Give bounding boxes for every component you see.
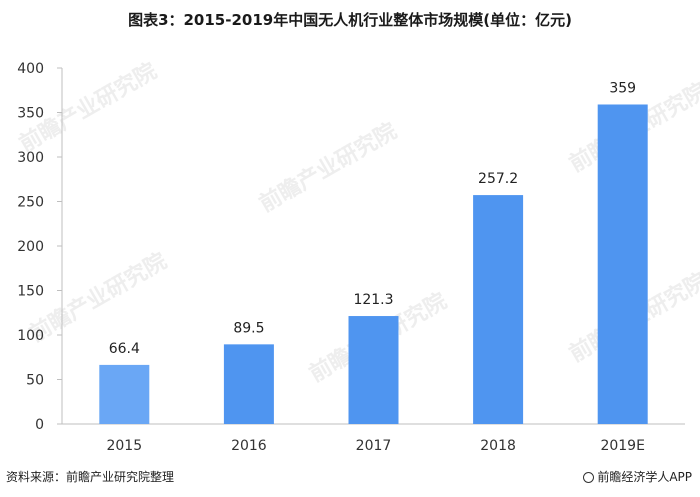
x-tick-label: 2016 <box>231 438 267 454</box>
chart-title: 图表3：2015-2019年中国无人机行业整体市场规模(单位：亿元) <box>128 11 572 29</box>
bar-value-label: 66.4 <box>109 341 140 357</box>
bar <box>99 364 150 424</box>
source-note: 资料来源：前瞻产业研究院整理 <box>6 470 175 484</box>
y-tick-label: 50 <box>26 373 44 389</box>
brand-logo-icon <box>583 472 595 483</box>
y-tick-label: 250 <box>17 195 44 211</box>
y-tick-label: 0 <box>35 417 44 433</box>
x-tick-label: 2015 <box>106 438 142 454</box>
bar-value-label: 359 <box>609 80 636 96</box>
brand-text: 前瞻经济学人APP <box>597 470 692 484</box>
x-tick-label: 2017 <box>356 438 392 454</box>
y-tick-label: 100 <box>17 328 44 344</box>
bar <box>348 316 399 424</box>
bar-value-label: 89.5 <box>233 320 264 336</box>
bar-value-label: 257.2 <box>478 171 518 187</box>
bar <box>597 104 648 425</box>
brand-label: 前瞻经济学人APP <box>583 468 692 485</box>
x-tick-label: 2018 <box>480 438 516 454</box>
y-tick-label: 300 <box>17 150 44 166</box>
bar-value-label: 121.3 <box>353 292 393 308</box>
bar <box>223 344 274 424</box>
x-tick-label: 2019E <box>600 438 644 454</box>
bar <box>473 195 524 424</box>
y-tick-label: 200 <box>17 239 44 255</box>
y-tick-label: 150 <box>17 284 44 300</box>
y-tick-label: 350 <box>17 106 44 122</box>
y-tick-label: 400 <box>17 61 44 77</box>
